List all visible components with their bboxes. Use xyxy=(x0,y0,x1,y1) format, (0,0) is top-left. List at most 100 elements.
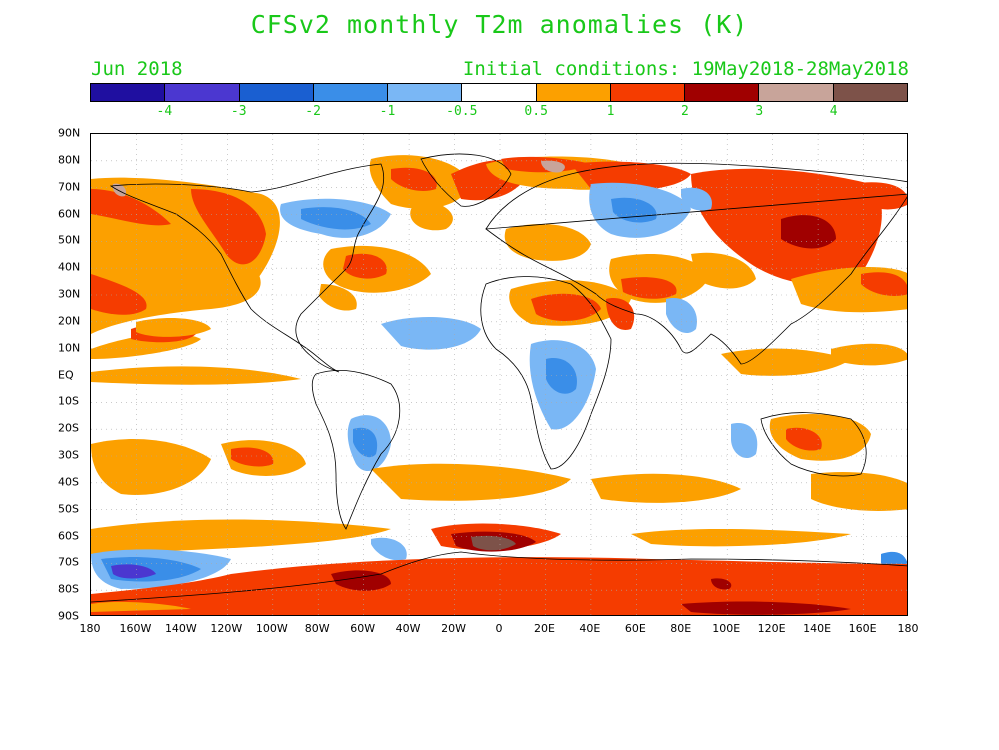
anomaly-region xyxy=(391,167,437,191)
longitude-label: 0 xyxy=(495,622,503,635)
anomaly-region xyxy=(91,274,147,315)
colorbar-segment xyxy=(610,84,686,101)
eurasia-outline xyxy=(484,162,907,365)
colorbar-label: 0.5 xyxy=(524,104,548,119)
latitude-label: 80N xyxy=(58,153,81,167)
latitude-label: 10S xyxy=(58,394,79,408)
latitude-label: 70S xyxy=(58,555,79,569)
colorbar-segment xyxy=(313,84,389,101)
longitude-label: 180 xyxy=(897,622,919,635)
colorbar xyxy=(90,83,908,102)
anomaly-region xyxy=(91,601,191,612)
coastlines xyxy=(91,153,907,603)
longitude-label: 60E xyxy=(624,622,646,635)
colorbar-label: -2 xyxy=(305,104,321,119)
anomaly-region xyxy=(611,197,657,223)
anomaly-region xyxy=(851,182,907,210)
longitude-label: 20W xyxy=(441,622,466,635)
longitude-label: 40W xyxy=(395,622,421,635)
anomaly-region xyxy=(91,439,211,495)
latitude-label: 40N xyxy=(58,260,81,274)
anomaly-region xyxy=(731,423,758,459)
colorbar-segment xyxy=(462,84,537,101)
anomaly-region xyxy=(231,447,274,467)
antarctica-outline xyxy=(91,551,907,603)
forecast-month-label: Jun 2018 xyxy=(91,58,183,80)
latitude-label: 40S xyxy=(58,475,79,489)
anomaly-region xyxy=(319,284,357,311)
anomaly-region xyxy=(769,414,871,461)
anomaly-region xyxy=(861,272,907,296)
longitude-label: 100W xyxy=(255,622,288,635)
longitude-label: 160E xyxy=(848,622,877,635)
anomaly-region xyxy=(111,564,156,579)
colorbar-segment xyxy=(91,84,166,101)
anomaly-region xyxy=(353,427,378,458)
colorbar-segment xyxy=(833,84,907,101)
colorbar-label: -4 xyxy=(156,104,173,119)
anomaly-region xyxy=(136,318,211,337)
latitude-label: 60S xyxy=(58,529,79,542)
colorbar-segment xyxy=(685,84,760,101)
anomaly-region xyxy=(531,293,601,321)
latitude-label: 60N xyxy=(58,207,81,220)
colorbar-segment xyxy=(536,84,611,101)
map-title: CFSv2 monthly T2m anomalies (K) xyxy=(250,10,749,39)
anomaly-region xyxy=(331,570,391,591)
anomaly-region xyxy=(691,252,756,289)
colorbar-label: -3 xyxy=(230,104,247,119)
latitude-label: 30S xyxy=(58,448,79,462)
anomaly-region xyxy=(786,427,822,451)
latitude-label: 30N xyxy=(58,287,81,301)
anomaly-region xyxy=(621,277,677,299)
anomaly-region xyxy=(606,298,635,330)
latitude-label: 90N xyxy=(58,126,81,140)
colorbar-label: 2 xyxy=(680,104,689,119)
anomaly-region xyxy=(91,189,171,226)
latitude-label: 20N xyxy=(58,314,81,328)
latitude-label: 10N xyxy=(58,341,81,355)
colorbar-segment xyxy=(239,84,314,101)
anomaly-region xyxy=(721,348,851,376)
latitude-label: EQ xyxy=(58,368,74,381)
australia-outline xyxy=(760,412,867,477)
anomaly-region xyxy=(112,183,127,197)
latitude-label: 20S xyxy=(58,421,79,435)
anomaly-region xyxy=(631,529,851,547)
anomaly-region xyxy=(831,343,907,366)
latitude-label: 50S xyxy=(58,502,79,516)
anomaly-region xyxy=(371,463,571,501)
longitude-label: 60W xyxy=(350,622,376,635)
longitude-label: 140W xyxy=(164,622,197,635)
anomaly-region xyxy=(666,298,697,334)
longitude-label: 40E xyxy=(579,622,601,635)
colorbar-label: -0.5 xyxy=(446,104,478,119)
anomaly-region xyxy=(591,473,741,503)
longitude-label: 100E xyxy=(712,622,741,635)
colorbar-label: 1 xyxy=(606,104,615,119)
greenland-outline xyxy=(420,153,512,207)
anomaly-region xyxy=(471,535,516,551)
anomaly-region xyxy=(381,317,481,350)
anomaly-region xyxy=(343,253,387,279)
anomaly-region xyxy=(504,224,591,261)
anomaly-map xyxy=(90,133,908,616)
longitude-label: 160W xyxy=(119,622,152,635)
anomaly-region xyxy=(301,207,371,230)
anomaly-region xyxy=(541,160,565,173)
anomaly-region xyxy=(371,537,407,561)
initial-conditions-label: Initial conditions: 19May2018-28May2018 xyxy=(462,58,909,80)
anomaly-region xyxy=(811,472,907,511)
latitude-label: 50N xyxy=(58,233,81,247)
longitude-label: 180 xyxy=(79,622,101,635)
anomaly-region xyxy=(681,601,851,615)
longitude-label: 80W xyxy=(304,622,330,635)
colorbar-label: 3 xyxy=(755,104,764,119)
latitude-label: 70N xyxy=(58,180,81,194)
colorbar-label: -1 xyxy=(379,104,396,119)
latitude-label: 80S xyxy=(58,582,79,596)
colorbar-segment xyxy=(388,84,463,101)
anomaly-region xyxy=(191,189,266,265)
colorbar-segment xyxy=(759,84,834,101)
longitude-label: 20E xyxy=(533,622,555,635)
